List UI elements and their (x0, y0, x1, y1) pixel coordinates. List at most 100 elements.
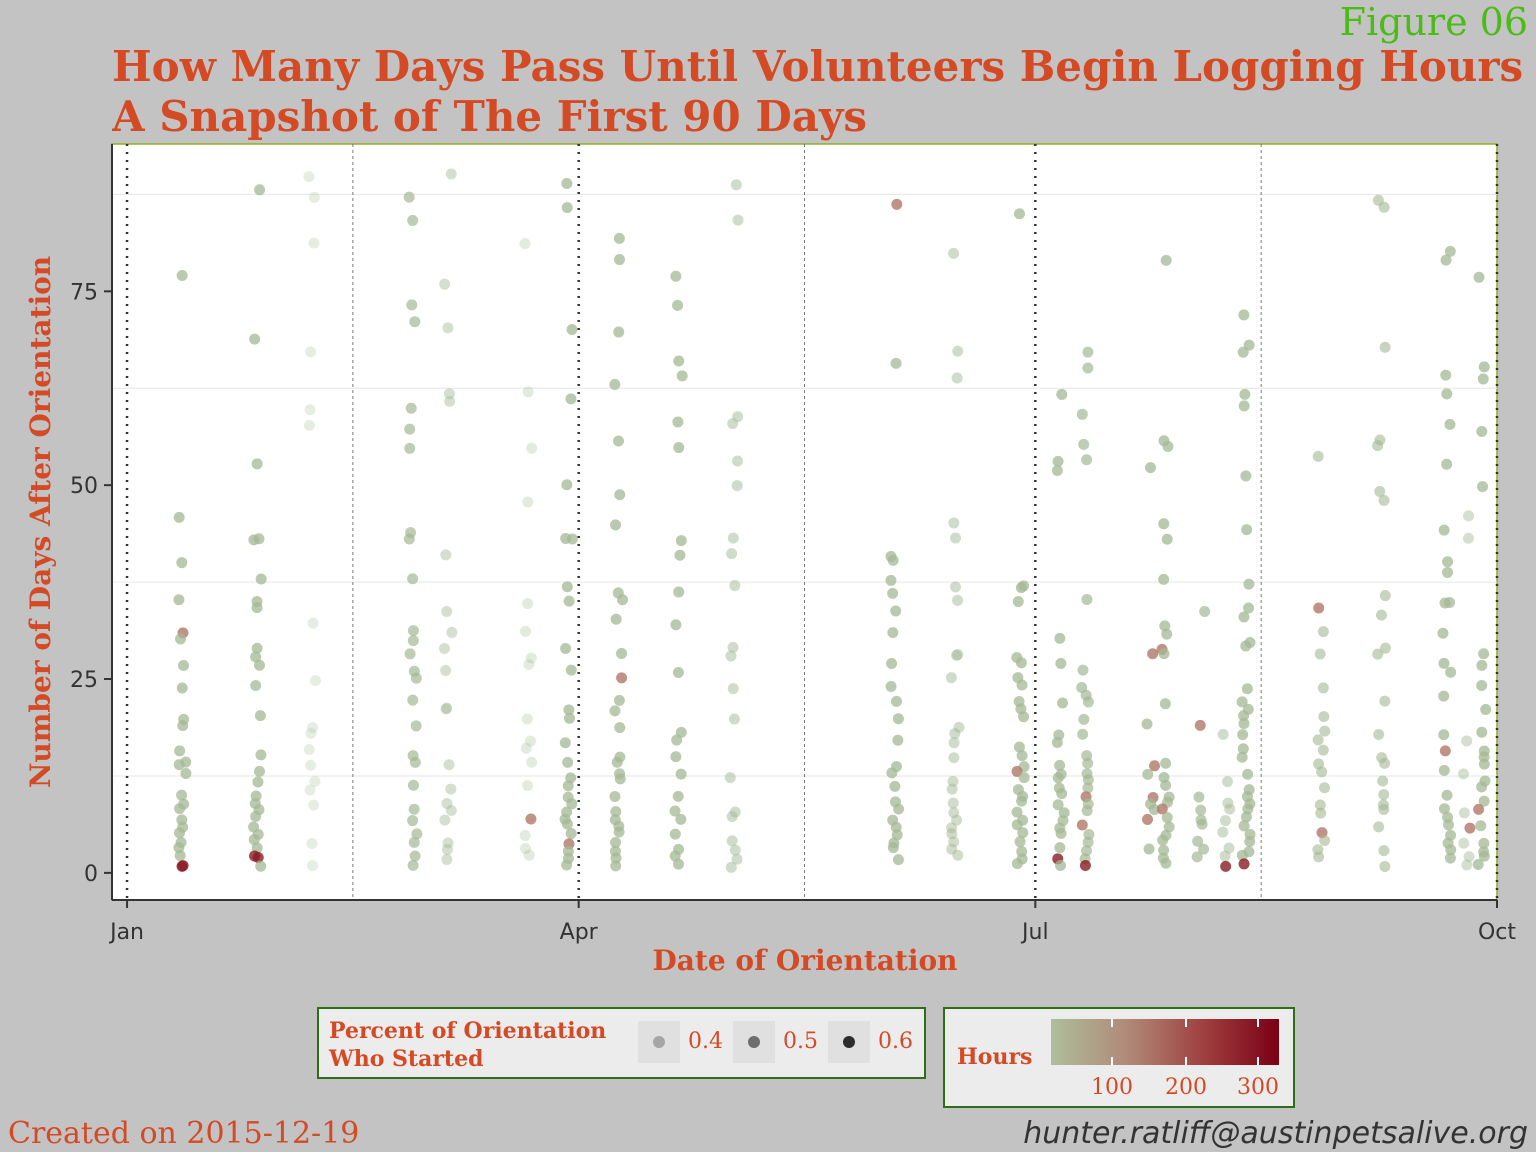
data-point (1055, 860, 1067, 872)
data-point (1373, 821, 1385, 833)
data-point (612, 435, 624, 447)
data-point (672, 299, 684, 311)
data-point (1161, 533, 1173, 545)
data-point (1158, 844, 1170, 856)
y-tick-label: 75 (70, 280, 98, 305)
data-point (1219, 815, 1231, 827)
data-point (407, 573, 419, 585)
data-point (251, 602, 263, 614)
data-point (1141, 718, 1153, 730)
data-point (305, 727, 317, 739)
data-point (176, 270, 188, 282)
data-point (559, 737, 571, 749)
data-point (1147, 648, 1159, 660)
data-point (1149, 760, 1161, 772)
data-point (610, 806, 622, 818)
data-point (519, 829, 531, 841)
data-point (1055, 827, 1067, 839)
data-point (1057, 697, 1069, 709)
data-point (673, 355, 685, 367)
data-point (727, 418, 739, 430)
data-point (1159, 620, 1171, 632)
size-legend-title: Percent of Orientation Who Started (329, 1017, 606, 1073)
data-point (526, 442, 538, 454)
data-point (1194, 719, 1206, 731)
chart-title-line-2: A Snapshot of The First 90 Days (112, 92, 868, 141)
data-point (1378, 845, 1390, 857)
data-point (725, 650, 737, 662)
data-point (672, 858, 684, 870)
gradient-tick (1185, 1057, 1187, 1065)
data-point (1318, 782, 1330, 794)
data-point (1082, 696, 1094, 708)
data-point (948, 737, 960, 749)
data-point (892, 854, 904, 866)
gradient-tick (1111, 1057, 1113, 1065)
data-point (1145, 462, 1157, 474)
data-point (952, 345, 964, 357)
data-point (1476, 781, 1488, 793)
data-point (250, 651, 262, 663)
data-point (1055, 657, 1067, 669)
data-point (674, 549, 686, 561)
data-point (951, 372, 963, 384)
color-legend-label: 200 (1165, 1075, 1207, 1100)
data-point (672, 416, 684, 428)
data-point (892, 713, 904, 725)
data-point (729, 580, 741, 592)
data-point (304, 784, 316, 796)
data-point (610, 613, 622, 625)
data-point (408, 836, 420, 848)
data-point (948, 517, 960, 529)
color-gradient-bar (1051, 1019, 1279, 1065)
data-point (1052, 799, 1064, 811)
data-point (1372, 648, 1384, 660)
data-point (1478, 758, 1490, 770)
data-point (1051, 465, 1063, 477)
data-point (1377, 775, 1389, 787)
data-point (1476, 426, 1488, 438)
data-point (1079, 860, 1091, 872)
data-point (1461, 859, 1473, 871)
data-point (1078, 438, 1090, 450)
data-point (951, 814, 963, 826)
data-point (407, 815, 419, 827)
data-point (1015, 657, 1027, 669)
data-point (610, 837, 622, 849)
data-point (308, 799, 320, 811)
data-point (306, 838, 318, 850)
data-point (1237, 743, 1249, 755)
data-point (440, 665, 452, 677)
data-point (1373, 728, 1385, 740)
data-point (1476, 659, 1488, 671)
data-point (1013, 741, 1025, 753)
data-point (1445, 844, 1457, 856)
data-point (609, 791, 621, 803)
data-point (1317, 744, 1329, 756)
data-point (1082, 346, 1094, 358)
y-tick-label: 50 (70, 474, 98, 499)
data-point (670, 751, 682, 763)
data-point (441, 797, 453, 809)
data-point (890, 357, 902, 369)
data-point (305, 759, 317, 771)
data-point (613, 232, 625, 244)
data-point (613, 694, 625, 706)
data-point (948, 752, 960, 764)
data-point (893, 803, 905, 815)
data-point (174, 850, 186, 862)
data-point (565, 664, 577, 676)
data-point (1237, 346, 1249, 358)
data-point (560, 643, 572, 655)
data-point (252, 776, 264, 788)
data-point (445, 805, 457, 817)
data-point (1462, 532, 1474, 544)
data-point (1378, 201, 1390, 213)
data-point (254, 710, 266, 722)
data-point (1315, 807, 1327, 819)
data-point (885, 574, 897, 586)
legend-dot-icon (843, 1036, 855, 1048)
data-point (1082, 782, 1094, 794)
data-point (1473, 803, 1485, 815)
gradient-tick (1185, 1019, 1187, 1027)
